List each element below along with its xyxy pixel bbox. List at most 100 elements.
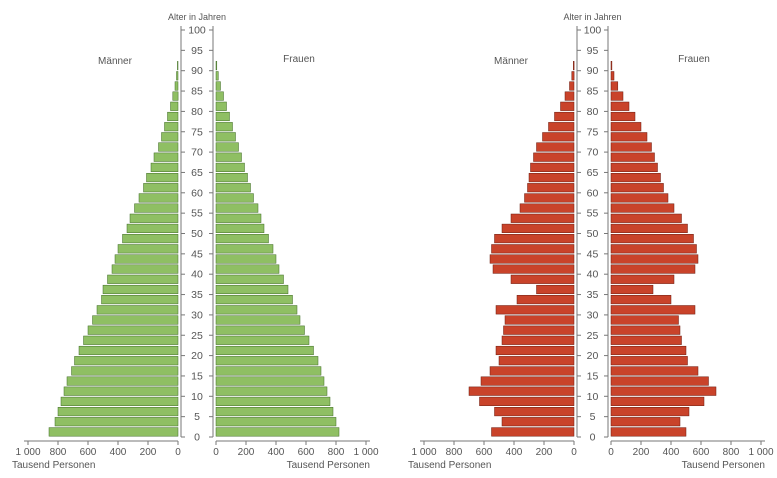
age-tick-label: 70: [587, 147, 599, 159]
bar-frauen: [610, 396, 705, 406]
x-tick-label-left: 0: [571, 447, 577, 458]
bar-frauen: [215, 183, 251, 193]
x-tick-label-left: 1 000: [15, 447, 40, 458]
age-tick-label: 75: [191, 126, 203, 138]
x-tick-label-right: 0: [608, 447, 614, 458]
bar-frauen: [215, 213, 262, 223]
pyramid-chart-right: 0 5 10 15 20 25 30 35 40 45 50 55 60 65 70 75 80 85 90 95 10…: [408, 12, 774, 471]
bar-maenner: [548, 122, 575, 132]
bar-maenner: [146, 173, 179, 183]
bar-maenner: [74, 356, 179, 366]
bar-frauen: [610, 61, 613, 71]
x-tick-label-left: 200: [140, 447, 157, 458]
age-tick-label: 100: [584, 25, 602, 37]
bar-maenner: [117, 244, 179, 254]
x-axis-label-left: Tausend Personen: [12, 460, 95, 471]
label-maenner: Männer: [98, 56, 133, 67]
bar-maenner: [527, 183, 575, 193]
bar-frauen: [610, 173, 661, 183]
bar-frauen: [215, 223, 265, 233]
bar-maenner: [489, 366, 575, 376]
bar-frauen: [610, 376, 709, 386]
bar-frauen: [610, 305, 696, 315]
bar-maenner: [177, 61, 179, 71]
bar-frauen: [215, 254, 277, 264]
bar-frauen: [610, 71, 615, 81]
pyramid-chart-left: 0 5 10 15 20 25 30 35 40 45 50 55 60 65 70 75 80 85 90 95 10…: [12, 12, 379, 471]
bar-maenner: [495, 345, 575, 356]
age-tick-label: 10: [191, 391, 203, 403]
bar-maenner: [564, 91, 575, 101]
bar-frauen: [610, 295, 672, 305]
age-tick-label: 40: [587, 269, 599, 281]
bar-maenner: [516, 295, 575, 305]
bar-frauen: [215, 305, 298, 315]
age-tick-label: 10: [587, 391, 599, 403]
bar-maenner: [114, 254, 179, 264]
age-tick-label: 100: [188, 25, 206, 37]
bar-frauen: [215, 71, 219, 81]
bar-maenner: [54, 417, 179, 427]
bar-maenner: [129, 213, 179, 223]
bar-maenner: [495, 305, 575, 315]
bar-maenner: [504, 315, 575, 325]
bar-frauen: [215, 122, 233, 132]
age-tick-label: 0: [194, 432, 200, 444]
bar-frauen: [215, 315, 301, 325]
x-tick-label-right: 0: [213, 447, 219, 458]
bar-frauen: [610, 335, 682, 345]
bar-frauen: [215, 274, 284, 284]
age-tick-label: 40: [191, 269, 203, 281]
age-tick-label: 0: [590, 432, 596, 444]
bar-maenner: [63, 386, 179, 396]
age-tick-label: 45: [191, 248, 203, 260]
x-axis-label-right: Tausend Personen: [287, 460, 370, 471]
x-tick-label-left: 600: [476, 447, 493, 458]
bar-maenner: [71, 366, 179, 376]
bar-frauen: [215, 407, 334, 417]
age-tick-label: 15: [587, 370, 599, 382]
bar-frauen: [610, 345, 687, 356]
x-tick-label-right: 600: [298, 447, 315, 458]
age-tick-label: 60: [191, 187, 203, 199]
bar-maenner: [83, 335, 179, 345]
bar-maenner: [60, 396, 179, 406]
bar-maenner: [92, 315, 179, 325]
bar-frauen: [610, 244, 697, 254]
bar-frauen: [610, 111, 636, 122]
bar-maenner: [122, 234, 179, 244]
age-tick-label: 20: [191, 350, 203, 362]
age-tick-label: 70: [191, 147, 203, 159]
age-tick-label: 65: [191, 167, 203, 179]
age-tick-label: 15: [191, 370, 203, 382]
bar-maenner: [573, 61, 575, 71]
bar-frauen: [215, 356, 319, 366]
x-axis-label-right: Tausend Personen: [682, 460, 765, 471]
bar-frauen: [610, 142, 652, 152]
bar-maenner: [126, 223, 179, 233]
bar-frauen: [215, 335, 310, 345]
bar-frauen: [610, 356, 688, 366]
bar-maenner: [480, 376, 575, 386]
bar-frauen: [610, 407, 690, 417]
bar-maenner: [510, 274, 575, 284]
axis-title: Alter in Jahren: [168, 12, 226, 22]
bar-maenner: [503, 325, 575, 335]
bar-maenner: [489, 254, 575, 264]
bar-maenner: [134, 203, 179, 213]
bar-frauen: [610, 274, 675, 284]
bar-maenner: [48, 427, 179, 437]
bar-frauen: [215, 111, 230, 122]
bar-maenner: [468, 386, 575, 396]
age-tick-label: 25: [587, 330, 599, 342]
bar-frauen: [215, 162, 245, 172]
bar-frauen: [215, 91, 224, 101]
x-tick-label-right: 200: [238, 447, 255, 458]
age-tick-label: 45: [587, 248, 599, 260]
bar-maenner: [57, 407, 179, 417]
x-tick-label-right: 800: [723, 447, 740, 458]
bar-maenner: [150, 162, 179, 172]
x-tick-label-right: 800: [328, 447, 345, 458]
age-tick-label: 50: [587, 228, 599, 240]
